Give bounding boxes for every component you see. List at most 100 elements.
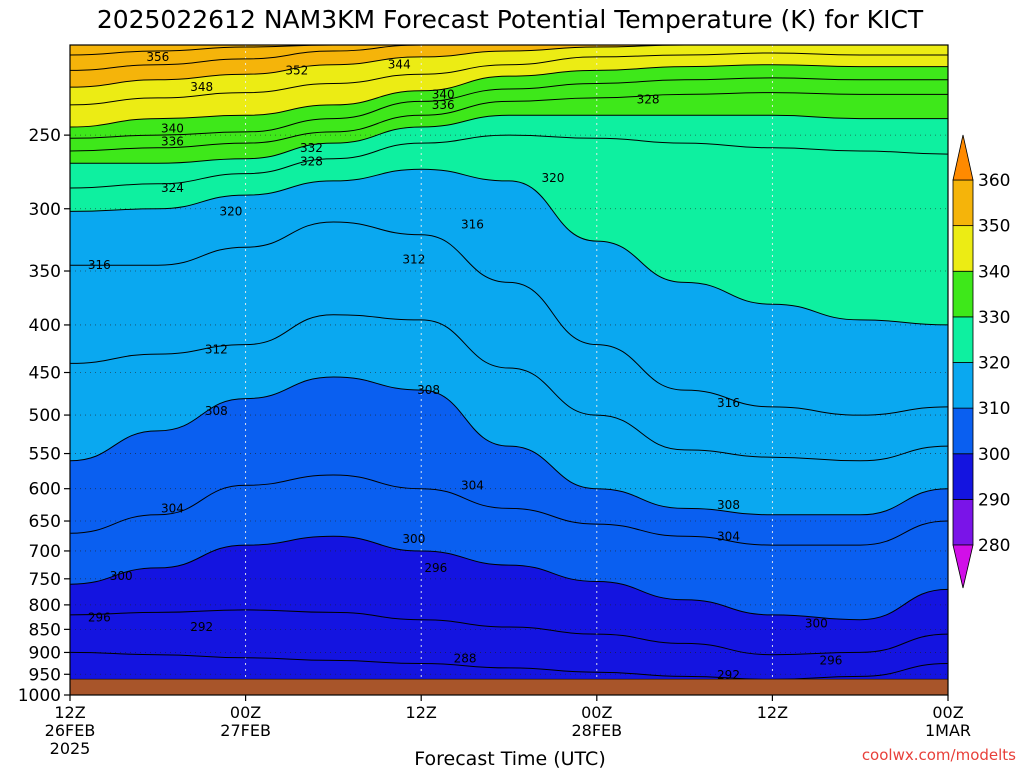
- contour-label-28: 296: [88, 610, 111, 624]
- contour-label-7: 340: [161, 122, 184, 136]
- isentrope-332: [69, 92, 948, 152]
- contour-label-10: 328: [300, 155, 323, 169]
- contour-label-6: 328: [637, 93, 660, 107]
- contour-label-19: 316: [717, 396, 740, 410]
- isentrope-324: [69, 134, 949, 189]
- isentrope-320: [69, 168, 949, 326]
- contour-label-32: 296: [819, 653, 842, 667]
- colorbar-label-310: 310: [978, 399, 1010, 419]
- isentrope-344: [69, 52, 948, 106]
- contour-label-17: 312: [205, 342, 228, 356]
- y-tick-label-1000: 1000: [18, 686, 61, 706]
- y-tick-label-600: 600: [29, 480, 61, 500]
- x-tick-label-1-1: 00Z: [230, 703, 261, 722]
- y-tick-label-950: 950: [29, 665, 61, 685]
- x-tick-label-5-1: 00Z: [932, 703, 963, 722]
- y-tick-label-250: 250: [29, 126, 61, 146]
- isentrope-328: [70, 114, 948, 164]
- contour-label-0: 356: [146, 50, 169, 64]
- band-theta-336: [70, 64, 948, 139]
- y-tick-label-850: 850: [29, 620, 61, 640]
- x-tick-label-5-2: 1MAR: [925, 721, 971, 740]
- band-theta-328: [70, 92, 948, 164]
- contour-label-26: 296: [424, 561, 447, 575]
- contour-label-30: 300: [805, 617, 828, 631]
- x-tick-label-2-1: 12Z: [406, 703, 437, 722]
- colorbar-segment-300: [952, 407, 974, 455]
- colorbar-segment-290: [952, 453, 974, 500]
- colorbar-segment-320: [952, 316, 974, 363]
- contour-label-12: 320: [541, 171, 564, 185]
- y-tick-label-800: 800: [29, 596, 61, 616]
- contour-label-33: 292: [717, 668, 740, 682]
- x-tick-label-3-1: 00Z: [581, 703, 612, 722]
- contour-label-13: 320: [220, 204, 243, 218]
- contour-label-5: 336: [432, 98, 455, 112]
- band-theta-300: [70, 475, 948, 620]
- isentrope-316: [69, 221, 949, 416]
- plot-frame: [69, 44, 949, 696]
- isentrope-contours: [69, 44, 949, 680]
- band-theta-320: [70, 135, 948, 325]
- y-tick-label-700: 700: [29, 542, 61, 562]
- band-theta-308: [70, 314, 948, 515]
- y-tick-label-750: 750: [29, 570, 61, 590]
- band-theta-352: [70, 45, 948, 71]
- isentrope-312: [69, 314, 949, 462]
- contour-label-23: 304: [161, 501, 184, 515]
- colorbar-under-arrow: [952, 544, 974, 589]
- contour-label-3: 348: [190, 80, 213, 94]
- x-tick-label-4-1: 12Z: [757, 703, 788, 722]
- ground-below-surface: [70, 679, 948, 695]
- contour-label-1: 352: [285, 63, 308, 77]
- colorbar-segment-340: [952, 225, 974, 272]
- contour-label-8: 336: [161, 135, 184, 149]
- band-theta-340: [70, 53, 948, 127]
- grid-lines: [70, 45, 948, 696]
- y-tick-label-900: 900: [29, 643, 61, 663]
- contour-label-18: 308: [417, 383, 440, 397]
- credit-text: coolwx.com/modelts: [862, 746, 1016, 764]
- contour-label-11: 324: [161, 181, 184, 195]
- contour-label-31: 288: [454, 652, 477, 666]
- x-tick-label-3-2: 28FEB: [571, 721, 622, 740]
- isentrope-308: [69, 376, 949, 516]
- band-theta-324: [70, 115, 948, 188]
- y-tick-label-500: 500: [29, 406, 61, 426]
- band-theta-292: [70, 609, 948, 680]
- band-theta-344: [70, 45, 948, 105]
- contour-label-20: 308: [205, 404, 228, 418]
- band-theta-348: [70, 45, 948, 88]
- colorbar-label-360: 360: [978, 171, 1010, 191]
- colorbar-segment-310: [952, 362, 974, 409]
- y-tick-label-350: 350: [29, 262, 61, 282]
- colorbar-over-arrow: [952, 134, 974, 181]
- band-theta-304: [70, 377, 948, 546]
- contour-label-2: 344: [388, 58, 411, 72]
- y-tick-label-650: 650: [29, 512, 61, 532]
- contour-label-16: 312: [402, 252, 425, 266]
- y-tick-label-300: 300: [29, 200, 61, 220]
- x-axis-label: Forecast Time (UTC): [414, 748, 605, 768]
- band-theta-332: [70, 77, 948, 151]
- contour-label-21: 304: [461, 478, 484, 492]
- contour-label-9: 332: [300, 141, 323, 155]
- isentrope-300: [69, 535, 949, 621]
- colorbar-label-320: 320: [978, 354, 1010, 374]
- y-tick-label-550: 550: [29, 445, 61, 465]
- isentrope-296: [69, 609, 949, 656]
- y-tick-label-450: 450: [29, 364, 61, 384]
- contour-label-4: 340: [432, 87, 455, 101]
- colorbar-label-350: 350: [978, 217, 1010, 237]
- contour-label-27: 300: [110, 569, 133, 583]
- band-theta-296: [70, 536, 948, 655]
- contour-label-15: 316: [88, 258, 111, 272]
- x-tick-label-0-1: 12Z: [54, 703, 85, 722]
- contour-label-24: 300: [402, 532, 425, 546]
- x-tick-label-0-3: 2025: [50, 739, 91, 758]
- colorbar-label-330: 330: [978, 308, 1010, 328]
